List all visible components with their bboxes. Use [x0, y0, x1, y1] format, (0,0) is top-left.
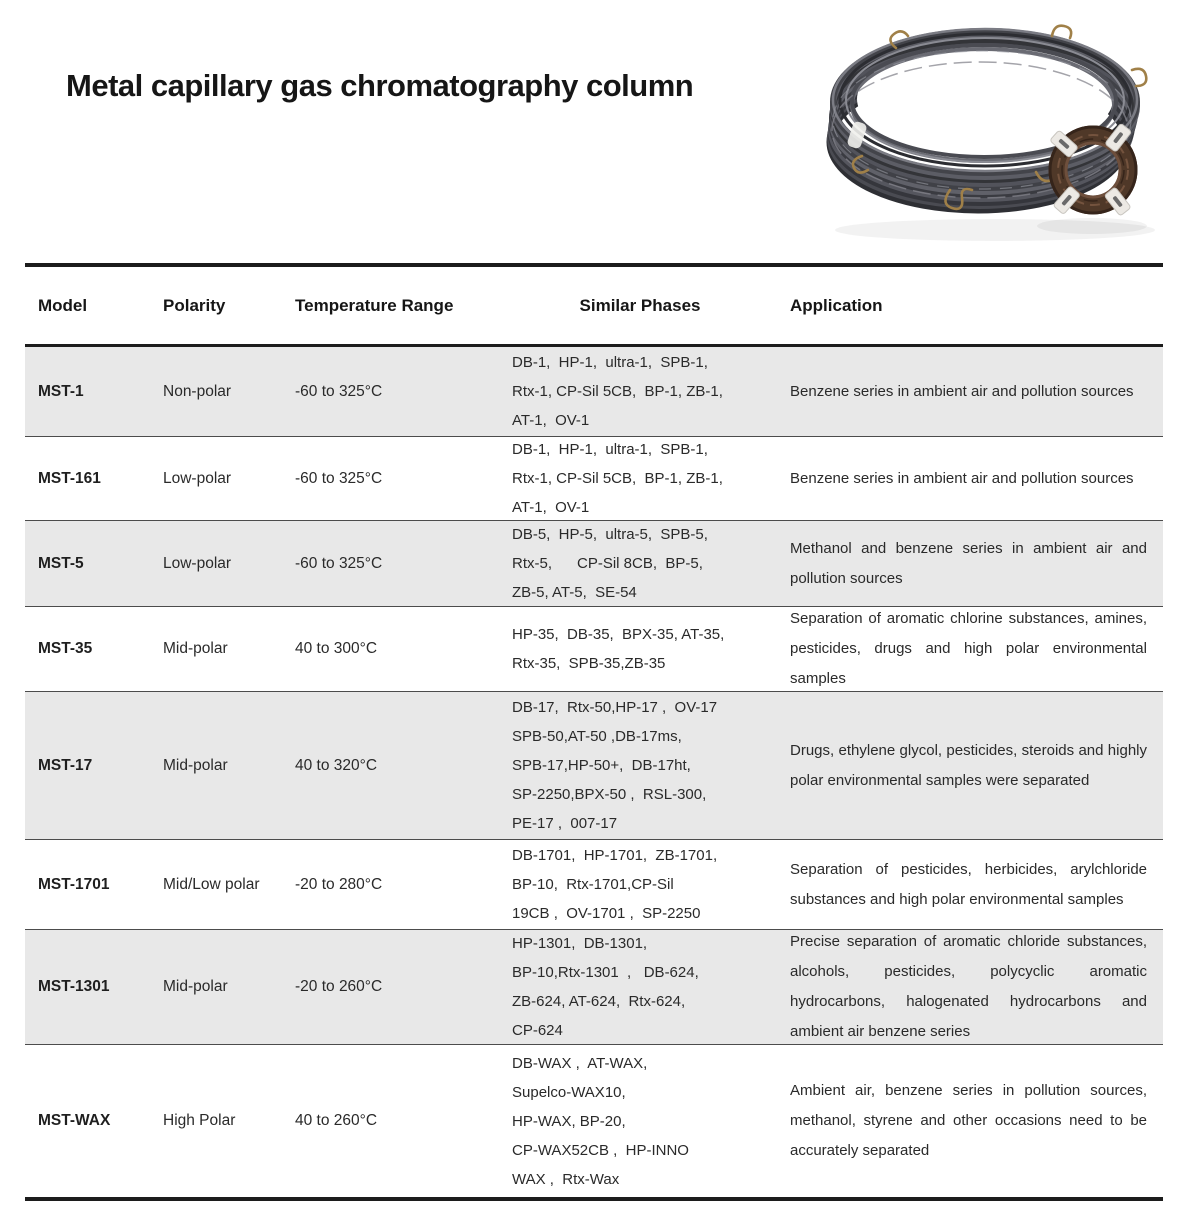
- cell-polarity: Mid-polar: [163, 978, 228, 995]
- page-title: Metal capillary gas chromatography colum…: [66, 68, 694, 103]
- cell-temperature-range: -20 to 260°C: [295, 978, 383, 995]
- cell-temperature-range: 40 to 300°C: [295, 640, 378, 657]
- table-row: MST-1301 Mid-polar -20 to 260°C HP-1301, DB…: [25, 930, 1163, 1045]
- table-body: MST-1 Non-polar -60 to 325°C DB-1, HP-1, ul…: [25, 347, 1163, 1201]
- table-row: MST-WAX High Polar 40 to 260°C DB-WAX , AT-…: [25, 1045, 1163, 1201]
- large-coil: [826, 24, 1148, 214]
- cell-model: MST-1301: [38, 978, 110, 995]
- cell-similar-phases: DB-1701, HP-1701, ZB-1701, BP-10, Rtx-17…: [512, 847, 718, 922]
- cell-similar-phases: DB-17, Rtx-50,HP-17 , OV-17 SPB-50,AT-50…: [512, 699, 718, 832]
- table-row: MST-161 Low-polar -60 to 325°C DB-1, HP-1, …: [25, 437, 1163, 521]
- cell-application: Ambient air, benzene series in pollution…: [790, 1082, 1147, 1159]
- table-row: MST-17 Mid-polar 40 to 320°C DB-17, Rtx-50,…: [25, 692, 1163, 840]
- cell-model: MST-1701: [38, 875, 110, 893]
- cell-similar-phases: DB-5, HP-5, ultra-5, SPB-5, Rtx-5, CP-Si…: [512, 526, 708, 601]
- cell-temperature-range: 40 to 320°C: [295, 756, 378, 774]
- table-row: MST-5 Low-polar -60 to 325°C DB-5, HP-5, ul…: [25, 521, 1163, 607]
- spec-table: Model Polarity Temperature Range Similar…: [25, 263, 1163, 1201]
- col-header-application: Application: [790, 295, 883, 315]
- cell-similar-phases: HP-1301, DB-1301, BP-10,Rtx-1301 , DB-62…: [512, 935, 699, 1039]
- cell-temperature-range: -60 to 325°C: [295, 469, 383, 487]
- cell-polarity: Non-polar: [163, 382, 232, 400]
- cell-similar-phases: HP-35, DB-35, BPX-35, AT-35, Rtx-35, SPB…: [512, 626, 725, 672]
- cell-polarity: Mid-polar: [163, 640, 228, 657]
- cell-model: MST-161: [38, 469, 101, 487]
- cell-application: Drugs, ethylene glycol, pesticides, ster…: [790, 741, 1147, 789]
- cell-polarity: Mid-polar: [163, 756, 228, 774]
- table-row: MST-35 Mid-polar 40 to 300°C HP-35, DB-35, …: [25, 607, 1163, 692]
- cell-model: MST-5: [38, 554, 84, 572]
- cell-model: MST-35: [38, 640, 93, 657]
- cell-temperature-range: -60 to 325°C: [295, 554, 383, 572]
- cell-polarity: Low-polar: [163, 554, 232, 572]
- cell-model: MST-1: [38, 382, 84, 400]
- cell-application: Benzene series in ambient air and pollut…: [790, 382, 1134, 400]
- col-header-temperature: Temperature Range: [295, 295, 454, 315]
- cell-temperature-range: 40 to 260°C: [295, 1112, 378, 1129]
- cell-temperature-range: -20 to 280°C: [295, 875, 383, 893]
- cell-similar-phases: DB-1, HP-1, ultra-1, SPB-1, Rtx-1, CP-Si…: [512, 441, 723, 516]
- cell-model: MST-WAX: [38, 1112, 111, 1129]
- cell-polarity: High Polar: [163, 1112, 236, 1129]
- cell-similar-phases: DB-WAX , AT-WAX, Supelco-WAX10, HP-WAX, …: [512, 1054, 689, 1188]
- photo-shadow: [835, 219, 1155, 241]
- table-row: MST-1 Non-polar -60 to 325°C DB-1, HP-1, ul…: [25, 347, 1163, 437]
- cell-application: Methanol and benzene series in ambient a…: [790, 539, 1147, 587]
- cell-application: Benzene series in ambient air and pollut…: [790, 469, 1134, 487]
- col-header-model: Model: [38, 295, 88, 315]
- cell-temperature-range: -60 to 325°C: [295, 382, 383, 400]
- col-header-phases: Similar Phases: [579, 295, 701, 315]
- cell-application: Precise separation of aromatic chloride …: [790, 933, 1147, 1040]
- cell-similar-phases: DB-1, HP-1, ultra-1, SPB-1, Rtx-1, CP-Si…: [512, 354, 723, 429]
- small-coil: [1048, 123, 1138, 216]
- product-photo-coiled-columns: [826, 24, 1155, 241]
- cell-application: Separation of pesticides, herbicides, ar…: [790, 860, 1147, 908]
- photo-shadow-small: [1037, 218, 1147, 234]
- table-row: MST-1701 Mid/Low polar -20 to 280°C DB-1701…: [25, 840, 1163, 930]
- cell-application: Separation of aromatic chlorine substanc…: [790, 610, 1147, 687]
- cell-model: MST-17: [38, 756, 93, 774]
- col-header-polarity: Polarity: [163, 295, 226, 315]
- table-header-row: Model Polarity Temperature Range Similar…: [25, 263, 1163, 347]
- small-coil-clips: [1050, 123, 1132, 216]
- cell-polarity: Mid/Low polar: [163, 875, 260, 893]
- cell-polarity: Low-polar: [163, 469, 232, 487]
